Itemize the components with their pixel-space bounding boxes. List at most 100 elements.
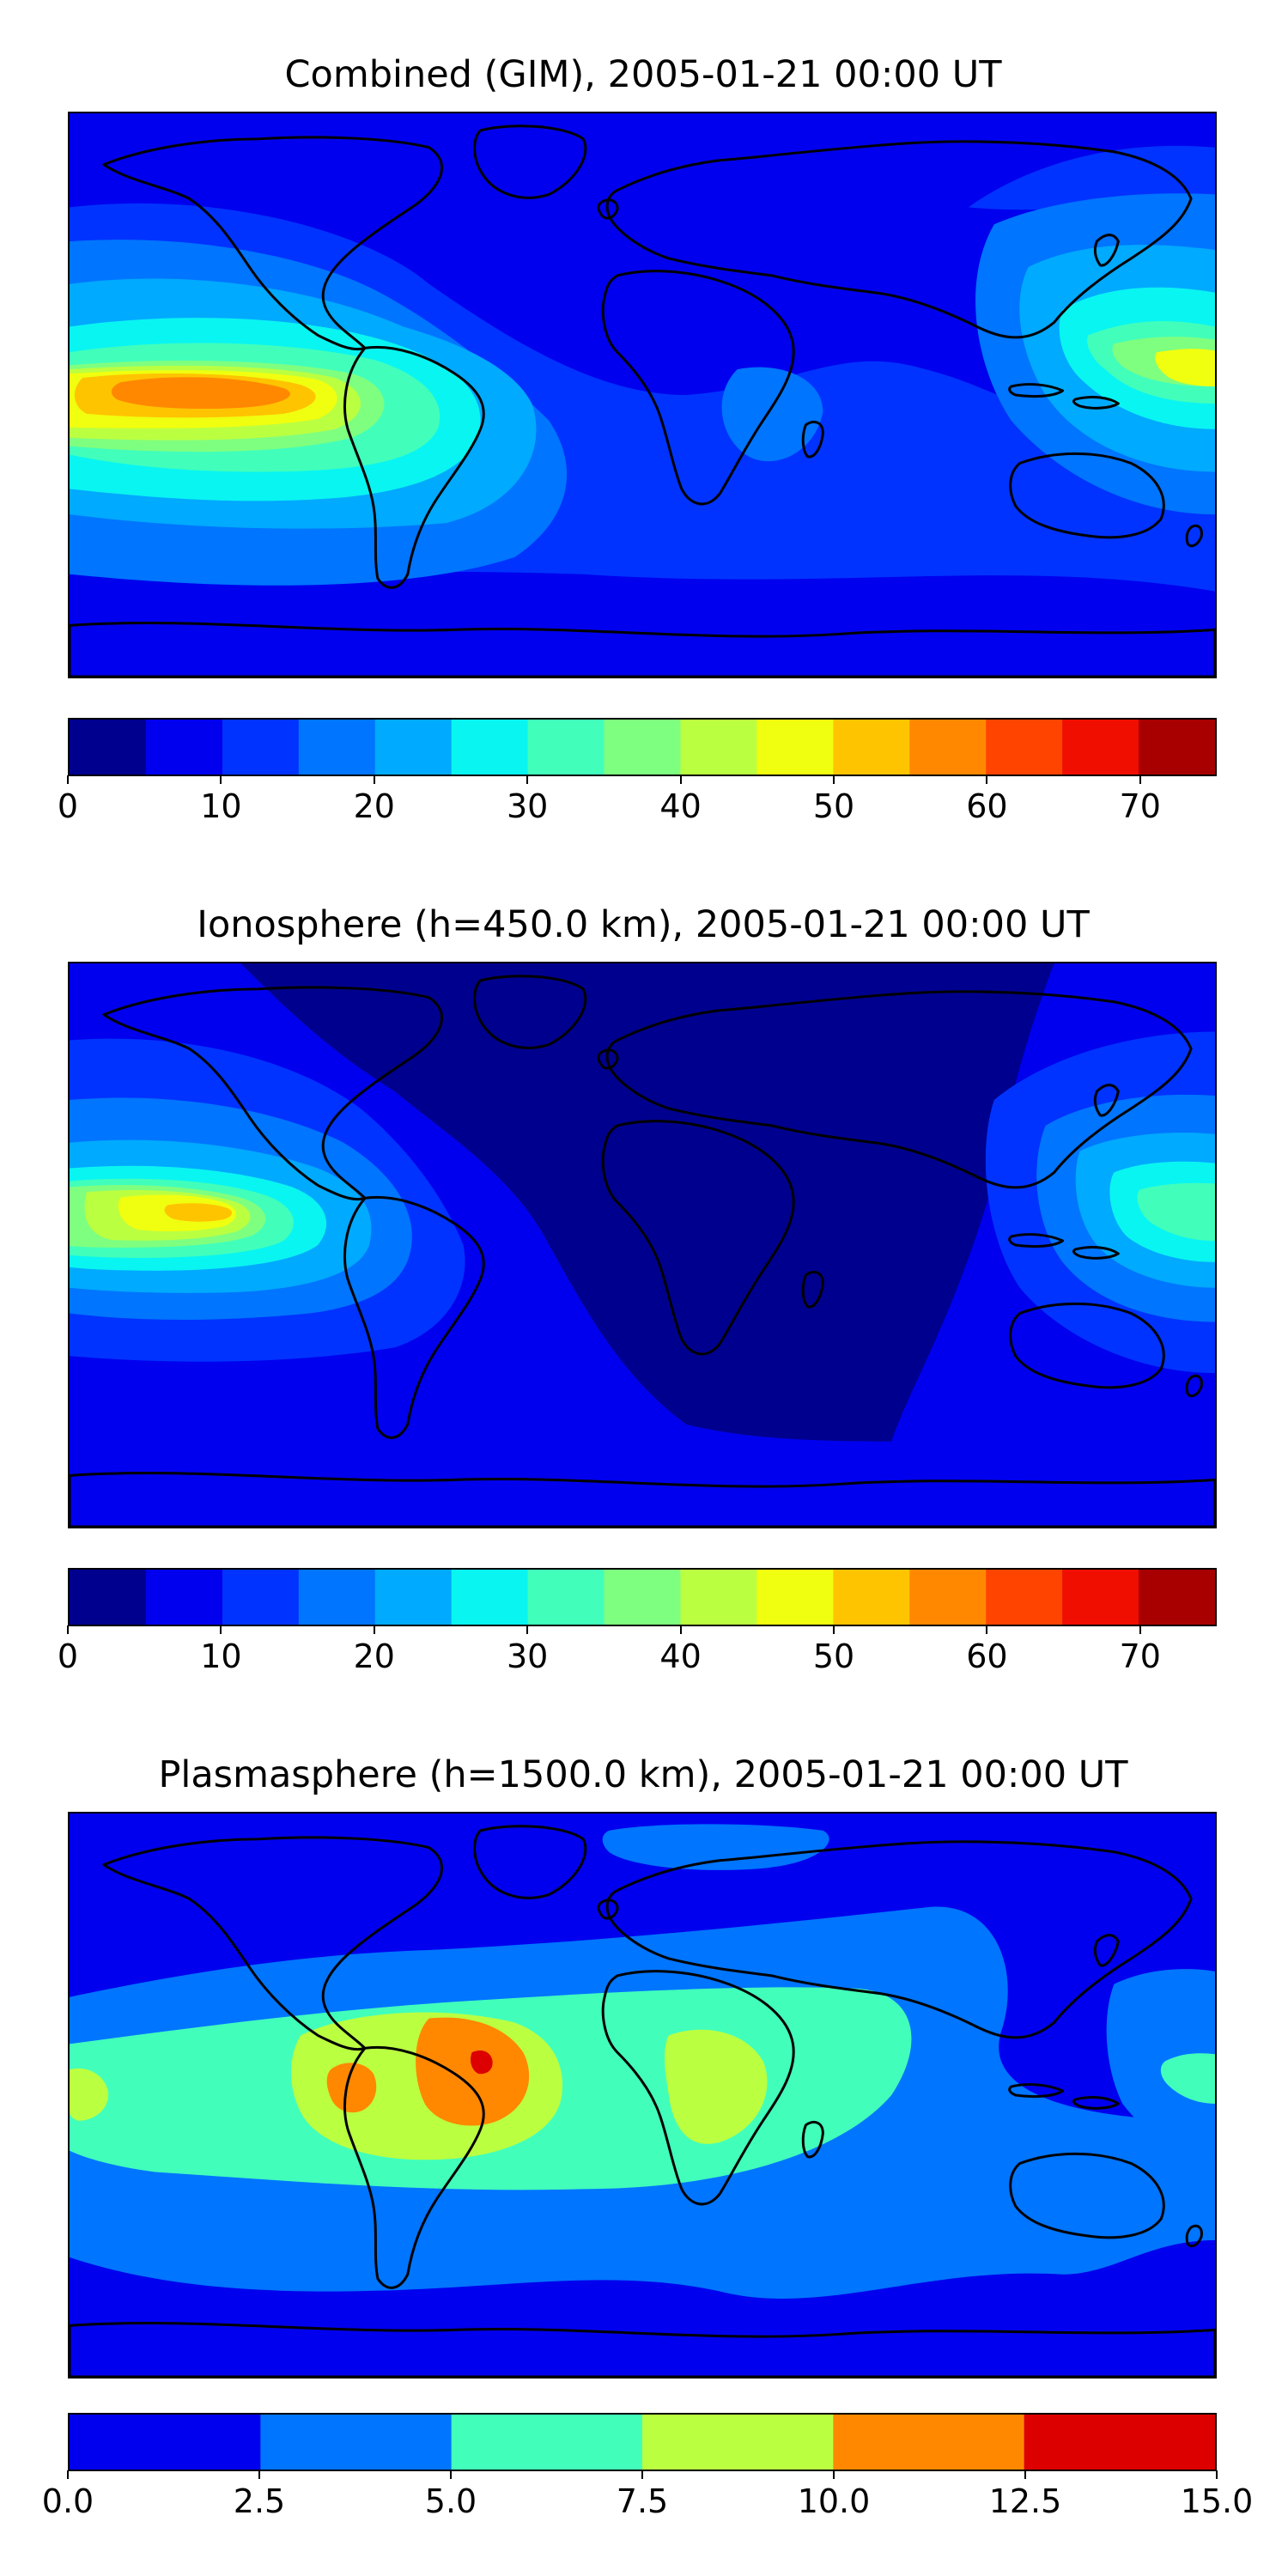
chart-title-combined: Combined (GIM), 2005-01-21 00:00 UT bbox=[284, 53, 1002, 96]
coastline bbox=[1072, 1246, 1120, 1260]
coastline bbox=[1185, 1374, 1203, 1398]
colorbar-segment bbox=[451, 2415, 643, 2470]
colorbar-segment bbox=[604, 720, 681, 775]
coastline bbox=[1008, 1233, 1065, 1249]
tick-label: 0 bbox=[57, 1637, 79, 1675]
colorbar-segment bbox=[374, 720, 453, 775]
colorbar-ionosphere bbox=[68, 1568, 1217, 1626]
coastline bbox=[473, 1825, 587, 1899]
contour-region bbox=[602, 1824, 829, 1870]
tick-mark bbox=[679, 1625, 682, 1634]
coastline bbox=[1009, 452, 1165, 539]
coastline bbox=[343, 1195, 485, 1439]
colorbar-segment bbox=[527, 720, 605, 775]
colorbar-segment bbox=[833, 720, 910, 775]
tick-mark bbox=[641, 2470, 643, 2479]
colorbar-segment bbox=[1062, 720, 1139, 775]
coastline bbox=[70, 2322, 1215, 2377]
tick-label: 70 bbox=[1119, 1637, 1161, 1675]
coastline bbox=[70, 1472, 1215, 1527]
contour-region bbox=[1106, 1969, 1215, 2155]
contour-region bbox=[416, 2017, 530, 2126]
tick-mark bbox=[258, 2470, 260, 2479]
tick-mark bbox=[67, 775, 69, 784]
colorbar-segment bbox=[70, 2415, 261, 2470]
colorbar-plasmasphere-svg bbox=[70, 2415, 1215, 2470]
colorbar-segment bbox=[1139, 1570, 1215, 1625]
contour-region bbox=[471, 2050, 493, 2075]
colorbar-segment bbox=[1139, 720, 1215, 775]
coastline bbox=[1072, 2096, 1120, 2110]
contour-region bbox=[70, 2068, 109, 2121]
tick-mark bbox=[1139, 1625, 1141, 1634]
coastline bbox=[1093, 234, 1120, 267]
tick-label: 7.5 bbox=[616, 2482, 669, 2520]
tick-label: 20 bbox=[353, 787, 395, 825]
contour-region bbox=[1137, 1182, 1215, 1242]
tick-mark bbox=[526, 775, 529, 784]
heatmap-plasmasphere bbox=[68, 1812, 1217, 2379]
coastline bbox=[1185, 2224, 1203, 2248]
coastline bbox=[1008, 2083, 1065, 2099]
heatmap-ionosphere bbox=[68, 962, 1217, 1528]
tick-mark bbox=[1024, 2470, 1026, 2479]
colorbar-segment bbox=[70, 1570, 147, 1625]
tick-label: 30 bbox=[507, 1637, 549, 1675]
colorbar-segment bbox=[1062, 1570, 1139, 1625]
coastline bbox=[605, 990, 1193, 1189]
colorbar-segment bbox=[145, 720, 223, 775]
colorbar-segment bbox=[298, 720, 376, 775]
tick-mark bbox=[450, 2470, 452, 2479]
coastline bbox=[801, 2120, 824, 2159]
colorbar-segment bbox=[527, 1570, 605, 1625]
chart-title-plasmasphere: Plasmasphere (h=1500.0 km), 2005-01-21 0… bbox=[158, 1753, 1128, 1796]
coastline bbox=[1009, 2152, 1165, 2239]
contour-region bbox=[326, 2063, 377, 2113]
tick-label: 50 bbox=[812, 787, 855, 825]
colorbar-segment bbox=[260, 2415, 453, 2470]
colorbar-plasmasphere bbox=[68, 2413, 1217, 2471]
contour-region bbox=[968, 145, 1215, 210]
colorbar-segment bbox=[70, 720, 147, 775]
coastline bbox=[102, 986, 444, 1201]
colorbar-segment bbox=[642, 2415, 834, 2470]
colorbar-segment bbox=[604, 1570, 681, 1625]
coastline bbox=[343, 2045, 485, 2289]
tick-label: 12.5 bbox=[988, 2482, 1062, 2520]
tick-label: 5.0 bbox=[424, 2482, 477, 2520]
coastline bbox=[102, 136, 444, 351]
colorbar-segment bbox=[222, 1570, 300, 1625]
coastline bbox=[601, 270, 795, 506]
tick-label: 10.0 bbox=[797, 2482, 871, 2520]
chart-title-ionosphere: Ionosphere (h=450.0 km), 2005-01-21 00:0… bbox=[197, 903, 1090, 946]
tick-label: 60 bbox=[966, 787, 1008, 825]
tick-label: 40 bbox=[659, 787, 702, 825]
tick-label: 0.0 bbox=[41, 2482, 94, 2520]
coastline bbox=[597, 1899, 619, 1920]
tick-mark bbox=[1139, 775, 1141, 784]
coastline bbox=[1008, 383, 1065, 398]
contour-region bbox=[664, 2029, 768, 2144]
contour-region bbox=[240, 963, 1054, 1442]
tick-mark bbox=[986, 1625, 988, 1634]
tick-label: 15.0 bbox=[1180, 2482, 1254, 2520]
tick-label: 70 bbox=[1119, 787, 1161, 825]
tick-mark bbox=[373, 1625, 375, 1634]
tick-mark bbox=[67, 2470, 69, 2479]
coastline bbox=[597, 198, 619, 220]
tick-mark bbox=[373, 775, 375, 784]
colorbar-ionosphere-svg bbox=[70, 1570, 1215, 1625]
colorbar-ticks-plasmasphere: 0.0 2.5 5.0 7.5 10.0 12.5 15.0 bbox=[42, 2470, 1253, 2522]
tick-label: 30 bbox=[507, 787, 549, 825]
colorbar-segment bbox=[756, 720, 834, 775]
tick-mark bbox=[833, 1625, 835, 1634]
tick-label: 20 bbox=[353, 1637, 395, 1675]
map-ionosphere-svg bbox=[70, 963, 1215, 1527]
coastline bbox=[473, 125, 587, 199]
tick-label: 0 bbox=[57, 787, 79, 825]
colorbar-segment bbox=[451, 1570, 529, 1625]
tick-label: 60 bbox=[966, 1637, 1008, 1675]
colorbar-segment bbox=[909, 720, 987, 775]
tick-mark bbox=[986, 775, 988, 784]
tick-mark bbox=[220, 1625, 222, 1634]
